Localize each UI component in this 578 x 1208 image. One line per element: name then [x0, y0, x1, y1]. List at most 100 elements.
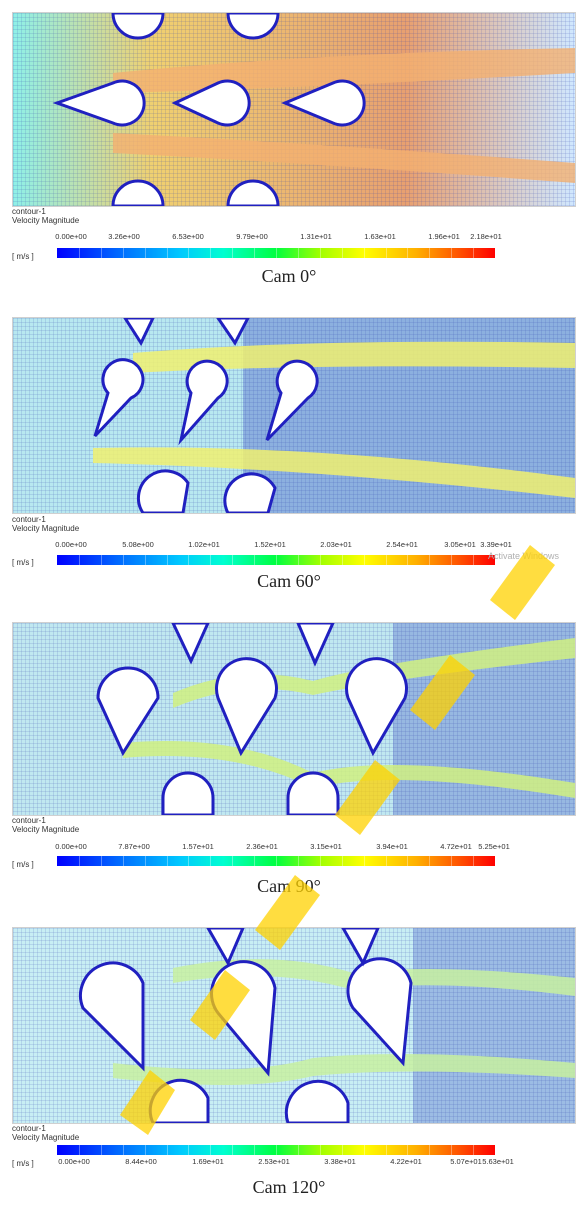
color-bar-segment	[57, 248, 321, 258]
unit-label-cam-0: [ m/s ]	[12, 252, 34, 261]
velocity-field-cam-120	[12, 927, 576, 1124]
tick-label: 2.18e+01	[470, 232, 502, 241]
color-bar-segment	[57, 248, 168, 258]
panel-cam-60: contour-1 Velocity Magnitude 0.00e+00 5.…	[0, 305, 578, 600]
caption-cam-60: Cam 60°	[257, 571, 321, 591]
tick-label: 1.31e+01	[300, 232, 332, 241]
legend-quantity: Velocity Magnitude	[12, 825, 80, 834]
velocity-field-cam-60	[12, 317, 576, 514]
tick-label: 3.94e+01	[376, 842, 408, 851]
caption-cam-90: Cam 90°	[257, 876, 321, 896]
tick-label: 5.63e+01	[482, 1157, 514, 1166]
color-bar-segment	[57, 856, 212, 866]
color-bar-cam-60	[57, 555, 495, 565]
color-bar-segment	[57, 1145, 453, 1155]
tick-label: 1.63e+01	[364, 232, 396, 241]
color-bar-segment	[57, 856, 277, 866]
tick-label: 0.00e+00	[55, 842, 87, 851]
legend-name: contour-1	[12, 816, 46, 825]
tick-label: 2.36e+01	[246, 842, 278, 851]
color-bar-segment	[57, 555, 299, 565]
color-bar-segment	[57, 856, 124, 866]
tick-labels-cam-120: 0.00e+00 8.44e+00 1.69e+01 2.53e+01 3.38…	[46, 1157, 514, 1167]
tick-label: 0.00e+00	[55, 232, 87, 241]
color-bar-segment	[57, 1145, 409, 1155]
color-bar-segment	[57, 555, 431, 565]
color-bar-segment	[57, 555, 365, 565]
tick-label: 3.38e+01	[324, 1157, 356, 1166]
velocity-field-cam-90	[12, 622, 576, 816]
color-bar-segment	[57, 1145, 365, 1155]
color-bar-segment	[57, 1145, 475, 1155]
tick-label: 8.44e+00	[125, 1157, 157, 1166]
legend-title-cam-120: contour-1 Velocity Magnitude	[12, 1124, 79, 1142]
tick-label: 5.07e+01	[450, 1157, 482, 1166]
unit-label-cam-90: [ m/s ]	[12, 860, 34, 869]
color-bar-segment	[57, 248, 256, 258]
color-bar-segment	[57, 555, 453, 565]
color-bar-segment	[57, 1145, 256, 1155]
legend-quantity: Velocity Magnitude	[12, 216, 80, 225]
color-bar-segment	[57, 555, 190, 565]
tick-label: 9.79e+00	[236, 232, 268, 241]
color-bar-segment	[57, 248, 343, 258]
legend-name: contour-1	[12, 515, 46, 524]
color-bar-segment	[57, 248, 365, 258]
tick-label: 3.26e+00	[108, 232, 140, 241]
color-bar-segment	[57, 856, 256, 866]
color-bar-segment	[57, 248, 212, 258]
tick-label: 3.39e+01	[480, 540, 512, 549]
color-bar-segment	[57, 248, 124, 258]
color-bar-segment	[57, 555, 234, 565]
tick-label: 3.15e+01	[310, 842, 342, 851]
color-bar-segment	[57, 248, 431, 258]
color-bar-segment	[57, 856, 299, 866]
caption-cam-120: Cam 120°	[252, 1177, 326, 1197]
color-bar-segment	[57, 856, 102, 866]
color-bar-segment	[57, 248, 80, 258]
color-bar-segment	[57, 1145, 387, 1155]
legend-name: contour-1	[12, 207, 46, 216]
tick-label: 6.53e+00	[172, 232, 204, 241]
color-bar-segment	[57, 248, 453, 258]
color-bar-segment	[57, 555, 475, 565]
color-bar-cam-90	[57, 856, 495, 866]
tick-label: 2.03e+01	[320, 540, 352, 549]
color-bar-segment	[57, 856, 453, 866]
color-bar-segment	[57, 856, 234, 866]
unit-label-cam-120: [ m/s ]	[12, 1159, 34, 1168]
legend-quantity: Velocity Magnitude	[12, 1133, 80, 1142]
color-bar-segment	[57, 1145, 299, 1155]
color-bar-segment	[57, 1145, 146, 1155]
color-bar-segment	[57, 555, 168, 565]
panel-cam-90: contour-1 Velocity Magnitude 0.00e+00 7.…	[0, 610, 578, 905]
tick-label: 4.22e+01	[390, 1157, 422, 1166]
color-bar-segment	[57, 856, 387, 866]
color-bar-segment	[57, 555, 212, 565]
tick-label: 1.52e+01	[254, 540, 286, 549]
color-bar-segment	[57, 1145, 212, 1155]
color-bar-segment	[57, 555, 102, 565]
tick-labels-cam-0: 0.00e+00 3.26e+00 6.53e+00 9.79e+00 1.31…	[46, 232, 502, 242]
color-bar-segment	[57, 1145, 190, 1155]
tick-label: 1.02e+01	[188, 540, 220, 549]
legend-title-cam-90: contour-1 Velocity Magnitude	[12, 816, 79, 834]
color-bar-segment	[57, 555, 80, 565]
tick-label: 2.54e+01	[386, 540, 418, 549]
color-bar-segment	[57, 856, 168, 866]
color-bar-segment	[57, 248, 299, 258]
tick-label: 0.00e+00	[58, 1157, 90, 1166]
color-bar-segment	[57, 856, 321, 866]
color-bar-segment	[57, 248, 475, 258]
color-bar-cam-0	[57, 248, 495, 258]
color-bar-segment	[57, 555, 409, 565]
unit-label-cam-60: [ m/s ]	[12, 558, 34, 567]
color-bar-segment	[57, 1145, 431, 1155]
color-bar-segment	[57, 248, 234, 258]
tick-label: 3.05e+01	[444, 540, 476, 549]
color-bar-segment	[57, 856, 431, 866]
tick-label: 1.96e+01	[428, 232, 460, 241]
tick-labels-cam-90: 0.00e+00 7.87e+00 1.57e+01 2.36e+01 3.15…	[46, 842, 510, 852]
color-bar-segment	[57, 1145, 168, 1155]
color-bar-segment	[57, 555, 387, 565]
